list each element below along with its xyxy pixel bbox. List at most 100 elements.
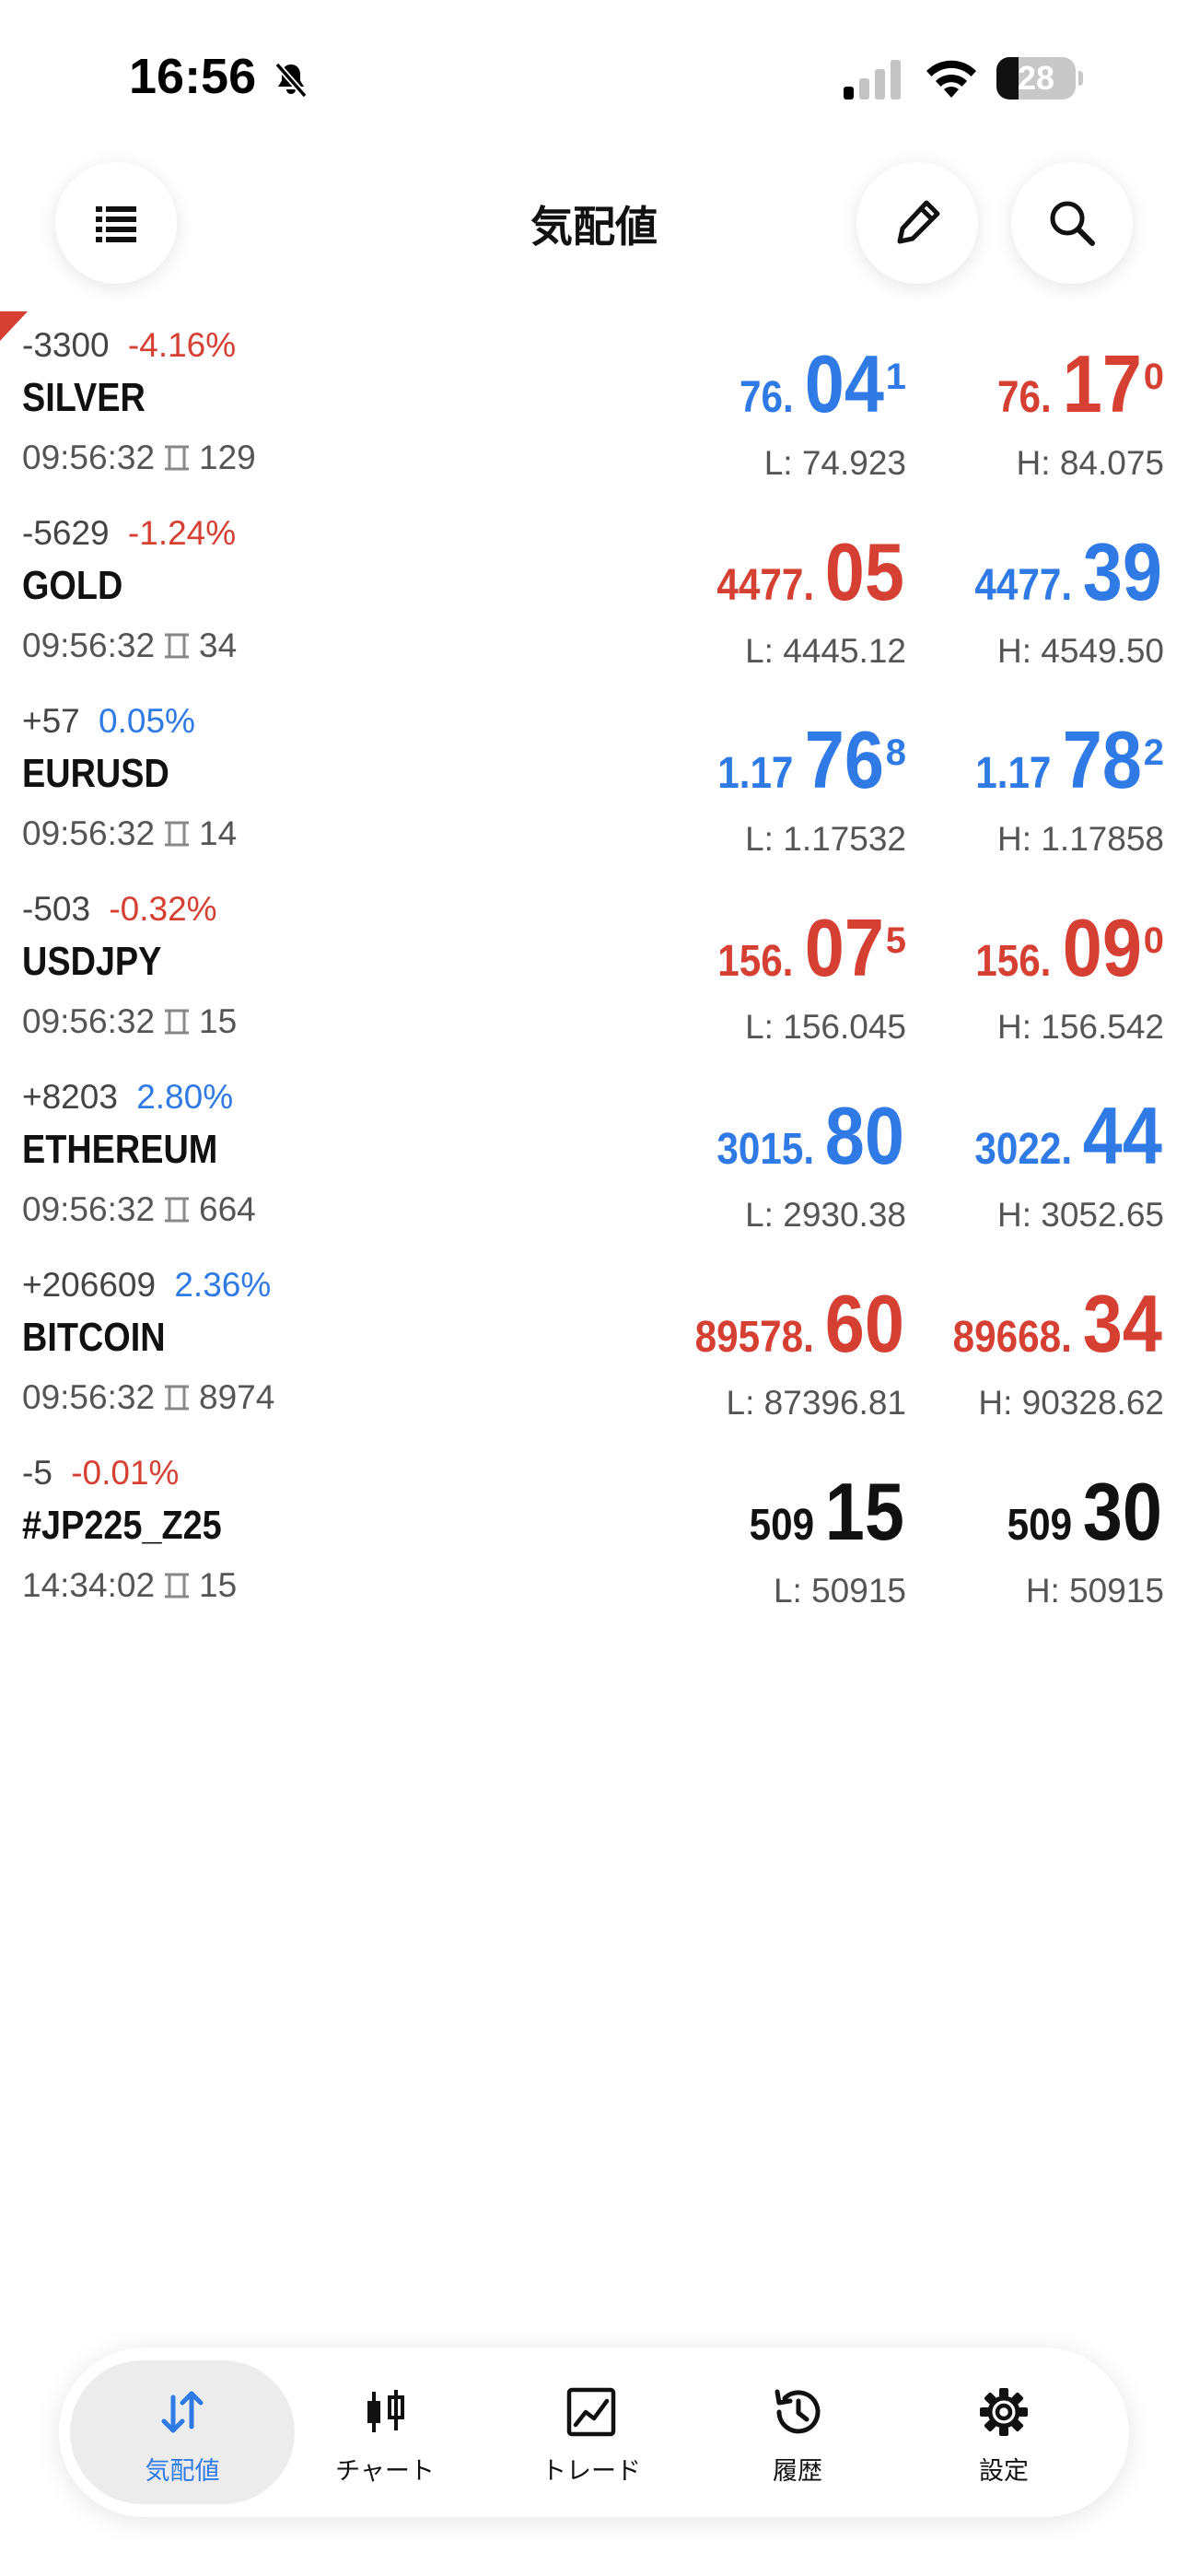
ask-price-prefix: 156. [975,937,1052,986]
candlestick-chart-icon [367,2390,404,2432]
quote-row[interactable]: +57 0.05% EURUSD 09:56:32 14 1.17 768 1.1… [0,700,1188,888]
quote-time: 09:56:32 [22,439,156,476]
bid-price-prefix: 89578. [694,1313,815,1362]
spread-value: 664 [199,1190,256,1228]
quote-meta: 09:56:32 14 [22,813,237,855]
ask-price-big: 17 [1062,338,1142,429]
ask-price-big: 30 [1082,1466,1162,1557]
quote-meta: 09:56:32 129 [22,437,256,479]
quote-row[interactable]: -503 -0.32% USDJPY 09:56:32 15 156. 075 1… [0,888,1188,1076]
low-price: L: 50915 [773,1572,906,1610]
tab-label-quotes: 気配値 [145,2457,220,2486]
quote-row[interactable]: -3300 -4.16% SILVER 09:56:32 129 76. 041 … [0,324,1188,512]
history-clock-icon [775,2389,821,2434]
cellular-signal-icon [844,60,901,100]
bid-price[interactable]: 76. 041 [732,343,906,450]
spread-icon [165,1009,190,1035]
change-percent: -1.24% [127,514,237,552]
change-percent: 2.80% [136,1078,234,1116]
trade-chart-icon [566,2387,616,2437]
list-menu-icon [96,206,136,242]
low-price: L: 74.923 [763,444,906,482]
high-price: H: 3052.65 [996,1196,1164,1234]
ask-price-big: 44 [1082,1090,1162,1181]
tab-history[interactable]: 履歴 [705,2348,890,2517]
quote-row[interactable]: +206609 2.36% BITCOIN 09:56:32 8974 8957… [0,1264,1188,1452]
ask-price[interactable]: 76. 170 [990,343,1164,450]
spread-value: 15 [199,1002,238,1040]
settings-gear-icon [980,2388,1028,2436]
menu-button[interactable] [55,162,177,284]
change-points: +206609 [22,1266,157,1304]
low-price: L: 2930.38 [745,1196,906,1234]
wifi-icon [926,60,976,98]
spread-icon [165,821,190,847]
quote-list: -3300 -4.16% SILVER 09:56:32 129 76. 041 … [0,324,1188,1640]
status-bar: 16:56 28 [0,0,1188,157]
quote-time: 09:56:32 [22,1378,156,1416]
quote-meta: 09:56:32 15 [22,1001,237,1043]
daily-change: -5 -0.01% [22,1452,179,1494]
edit-button[interactable] [856,162,978,284]
spread-icon [165,445,190,471]
bid-price[interactable]: 156. 075 [707,907,906,1013]
active-tab-highlight [70,2360,295,2504]
daily-change: -503 -0.32% [22,888,217,931]
spread-icon [165,1573,190,1598]
bid-price-prefix: 1.17 [717,749,794,798]
bid-price-pip: 1 [885,357,906,397]
bid-price[interactable]: 4477. 05 [704,531,906,638]
change-points: +8203 [22,1078,118,1116]
symbol-name: GOLD [22,563,123,608]
high-price: H: 50915 [1025,1572,1164,1610]
tab-trade[interactable]: トレード [499,2348,683,2517]
ask-price-pip: 2 [1143,732,1164,773]
ask-price-big: 78 [1062,714,1142,805]
bid-price[interactable]: 1.17 768 [707,719,906,825]
bid-price[interactable]: 3015. 80 [704,1095,906,1201]
low-price: L: 87396.81 [726,1384,906,1422]
daily-change: +57 0.05% [22,700,195,743]
spread-value: 15 [199,1566,238,1604]
ask-price[interactable]: 89668. 34 [937,1282,1164,1389]
ask-price[interactable]: 1.17 782 [965,719,1164,825]
status-time: 16:56 [129,49,257,104]
tab-settings[interactable]: 設定 [912,2348,1096,2517]
bid-price[interactable]: 89578. 60 [679,1282,906,1389]
battery-percent: 28 [1017,59,1055,97]
tab-label-trade: トレード [542,2457,641,2486]
ask-price-prefix: 509 [1007,1501,1073,1550]
tab-label-history: 履歴 [773,2457,822,2486]
high-price: H: 4549.50 [996,632,1164,670]
ask-price-pip: 0 [1143,920,1164,961]
change-percent: -4.16% [127,326,237,364]
spread-icon [165,633,190,659]
ask-price[interactable]: 156. 090 [965,907,1164,1013]
high-price: H: 1.17858 [996,820,1164,858]
search-icon [1050,201,1095,246]
bid-price-pip: 8 [885,732,906,773]
pencil-icon [897,200,940,244]
ask-price[interactable]: 4477. 39 [961,531,1164,638]
quote-row[interactable]: -5629 -1.24% GOLD 09:56:32 34 4477. 05 44… [0,512,1188,700]
quote-row[interactable]: -5 -0.01% #JP225_Z25 14:34:02 15 509 15 5… [0,1452,1188,1640]
quote-time: 09:56:32 [22,814,156,852]
ask-price-prefix: 1.17 [975,749,1052,798]
high-price: H: 90328.62 [978,1384,1164,1422]
daily-change: -3300 -4.16% [22,324,236,367]
daily-change: +8203 2.80% [22,1076,233,1118]
symbol-name: EURUSD [22,751,169,796]
bid-price-big: 05 [824,526,904,617]
bid-price-big: 80 [824,1090,904,1181]
search-button[interactable] [1011,162,1133,284]
tab-chart[interactable]: チャート [293,2348,477,2517]
quote-time: 09:56:32 [22,1002,156,1040]
quote-row[interactable]: +8203 2.80% ETHEREUM 09:56:32 664 3015. 8… [0,1076,1188,1264]
symbol-name: ETHEREUM [22,1127,218,1172]
ask-price[interactable]: 3022. 44 [961,1095,1164,1201]
bid-price[interactable]: 509 15 [740,1470,906,1577]
bottom-tab-bar: 気配値 チャート トレード 履歴 [59,2348,1129,2517]
page-title: 気配値 [530,202,658,252]
ask-price[interactable]: 509 30 [998,1470,1164,1577]
tab-quotes[interactable]: 気配値 [90,2348,274,2517]
